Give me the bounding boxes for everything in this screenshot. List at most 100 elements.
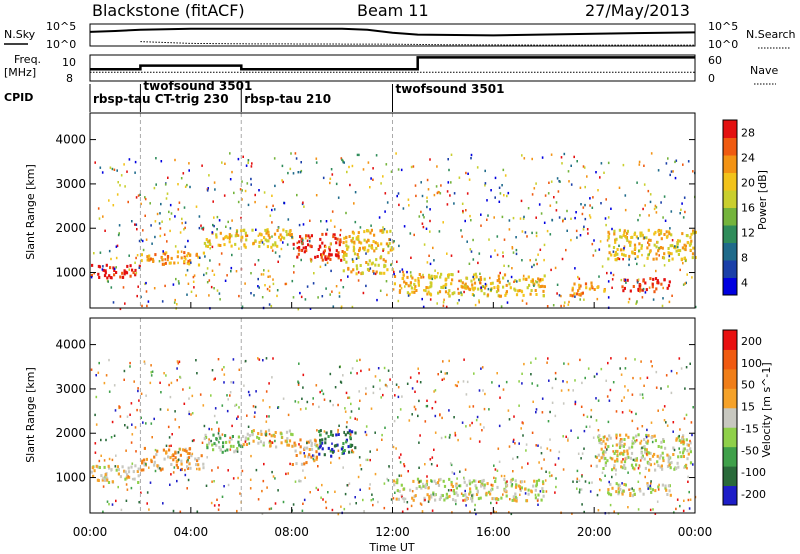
power-pixel [662,256,666,260]
power-scatter-pixel [521,259,523,262]
power-pixel [235,232,238,236]
velocity-scatter-pixel [612,444,614,447]
power-pixel [616,248,619,251]
velocity-scatter-pixel [509,498,511,501]
velocity-scatter-pixel [641,425,644,428]
velocity-scatter-pixel [429,458,432,461]
power-scatter-pixel [99,251,102,254]
velocity-scatter-pixel [418,372,420,375]
velocity-scatter-pixel [160,391,162,394]
power-scatter-pixel [648,286,651,289]
velocity-scatter-pixel [632,458,635,462]
velocity-pixel [396,489,399,493]
power-pixel [338,240,341,244]
velocity-scatter-pixel [229,391,232,394]
power-scatter-pixel [676,245,679,249]
velocity-pixel [450,483,453,487]
power-scatter-pixel [247,203,250,207]
velocity-scatter-pixel [454,384,457,387]
velocity-scatter-pixel [280,436,283,439]
power-scatter-pixel [548,181,550,184]
velocity-pixel [454,484,458,488]
velocity-pixel [470,497,473,501]
velocity-scatter-pixel [368,487,371,490]
frequency-label-line2: [MHz] [4,66,36,79]
power-pixel [489,282,493,286]
velocity-pixel [157,466,160,470]
velocity-scatter-pixel [589,490,592,493]
velocity-pixel [316,443,319,447]
power-scatter-pixel [142,248,145,252]
power-pixel [505,291,508,295]
velocity-scatter-pixel [365,425,368,428]
power-pixel [323,249,326,253]
power-scatter-pixel [181,217,183,221]
power-scatter-pixel [519,217,522,220]
power-scatter-pixel [335,182,338,186]
velocity-pixel [665,488,668,492]
power-scatter-pixel [560,294,562,298]
velocity-scatter-pixel [576,477,579,480]
power-pixel [186,254,189,258]
power-scatter-pixel [406,270,408,274]
velocity-scatter-pixel [123,378,125,381]
power-pixel [353,252,357,256]
power-scatter-pixel [156,212,159,216]
power-pixel [302,246,305,250]
power-scatter-pixel [484,184,486,187]
power-scatter-pixel [533,263,535,267]
power-pixel [515,293,519,297]
velocity-pixel [142,468,145,472]
power-pixel [352,231,355,235]
velocity-scatter-pixel [351,367,354,370]
velocity-pixel [495,497,498,501]
power-pixel [105,263,108,267]
velocity-scatter-pixel [462,380,465,383]
velocity-pixel [244,436,248,440]
power-scatter-pixel [99,166,102,169]
velocity-pixel [238,443,241,447]
power-scatter-pixel [141,239,144,243]
velocity-scatter-pixel [131,433,134,436]
power-pixel [108,274,111,278]
velocity-scatter-pixel [646,428,648,432]
velocity-scatter-pixel [228,441,231,444]
velocity-pixel [657,485,660,489]
power-scatter-pixel [442,301,445,304]
velocity-scatter-pixel [567,437,569,440]
velocity-pixel [308,453,311,457]
power-scatter-pixel [289,167,292,171]
velocity-pixel [348,429,351,433]
velocity-pixel [108,466,111,470]
power-scatter-pixel [188,169,190,172]
velocity-pixel [463,480,466,484]
velocity-pixel [629,494,632,497]
velocity-scatter-pixel [208,442,210,446]
power-pixel [447,275,450,279]
power-pixel [485,283,488,287]
velocity-pixel [680,455,683,459]
velocity-pixel [437,483,441,487]
power-pixel [451,278,454,282]
power-scatter-pixel [501,215,504,219]
velocity-scatter-pixel [213,414,216,418]
velocity-scatter-pixel [562,468,565,471]
power-scatter-pixel [227,220,229,224]
power-pixel [372,269,375,273]
velocity-scatter-pixel [673,448,676,452]
power-pixel [375,246,378,250]
velocity-pixel [468,482,472,486]
power-scatter-pixel [115,266,117,269]
velocity-scatter-pixel [177,458,180,461]
velocity-scatter-pixel [186,487,188,490]
power-scatter-pixel [420,210,422,214]
velocity-pixel [517,484,520,488]
velocity-scatter-pixel [653,462,656,466]
power-scatter-pixel [446,252,448,255]
power-pixel [308,236,311,240]
velocity-scatter-pixel [262,399,264,402]
velocity-pixel [648,451,651,455]
velocity-scatter-pixel [210,428,213,431]
velocity-scatter-pixel [434,389,437,392]
